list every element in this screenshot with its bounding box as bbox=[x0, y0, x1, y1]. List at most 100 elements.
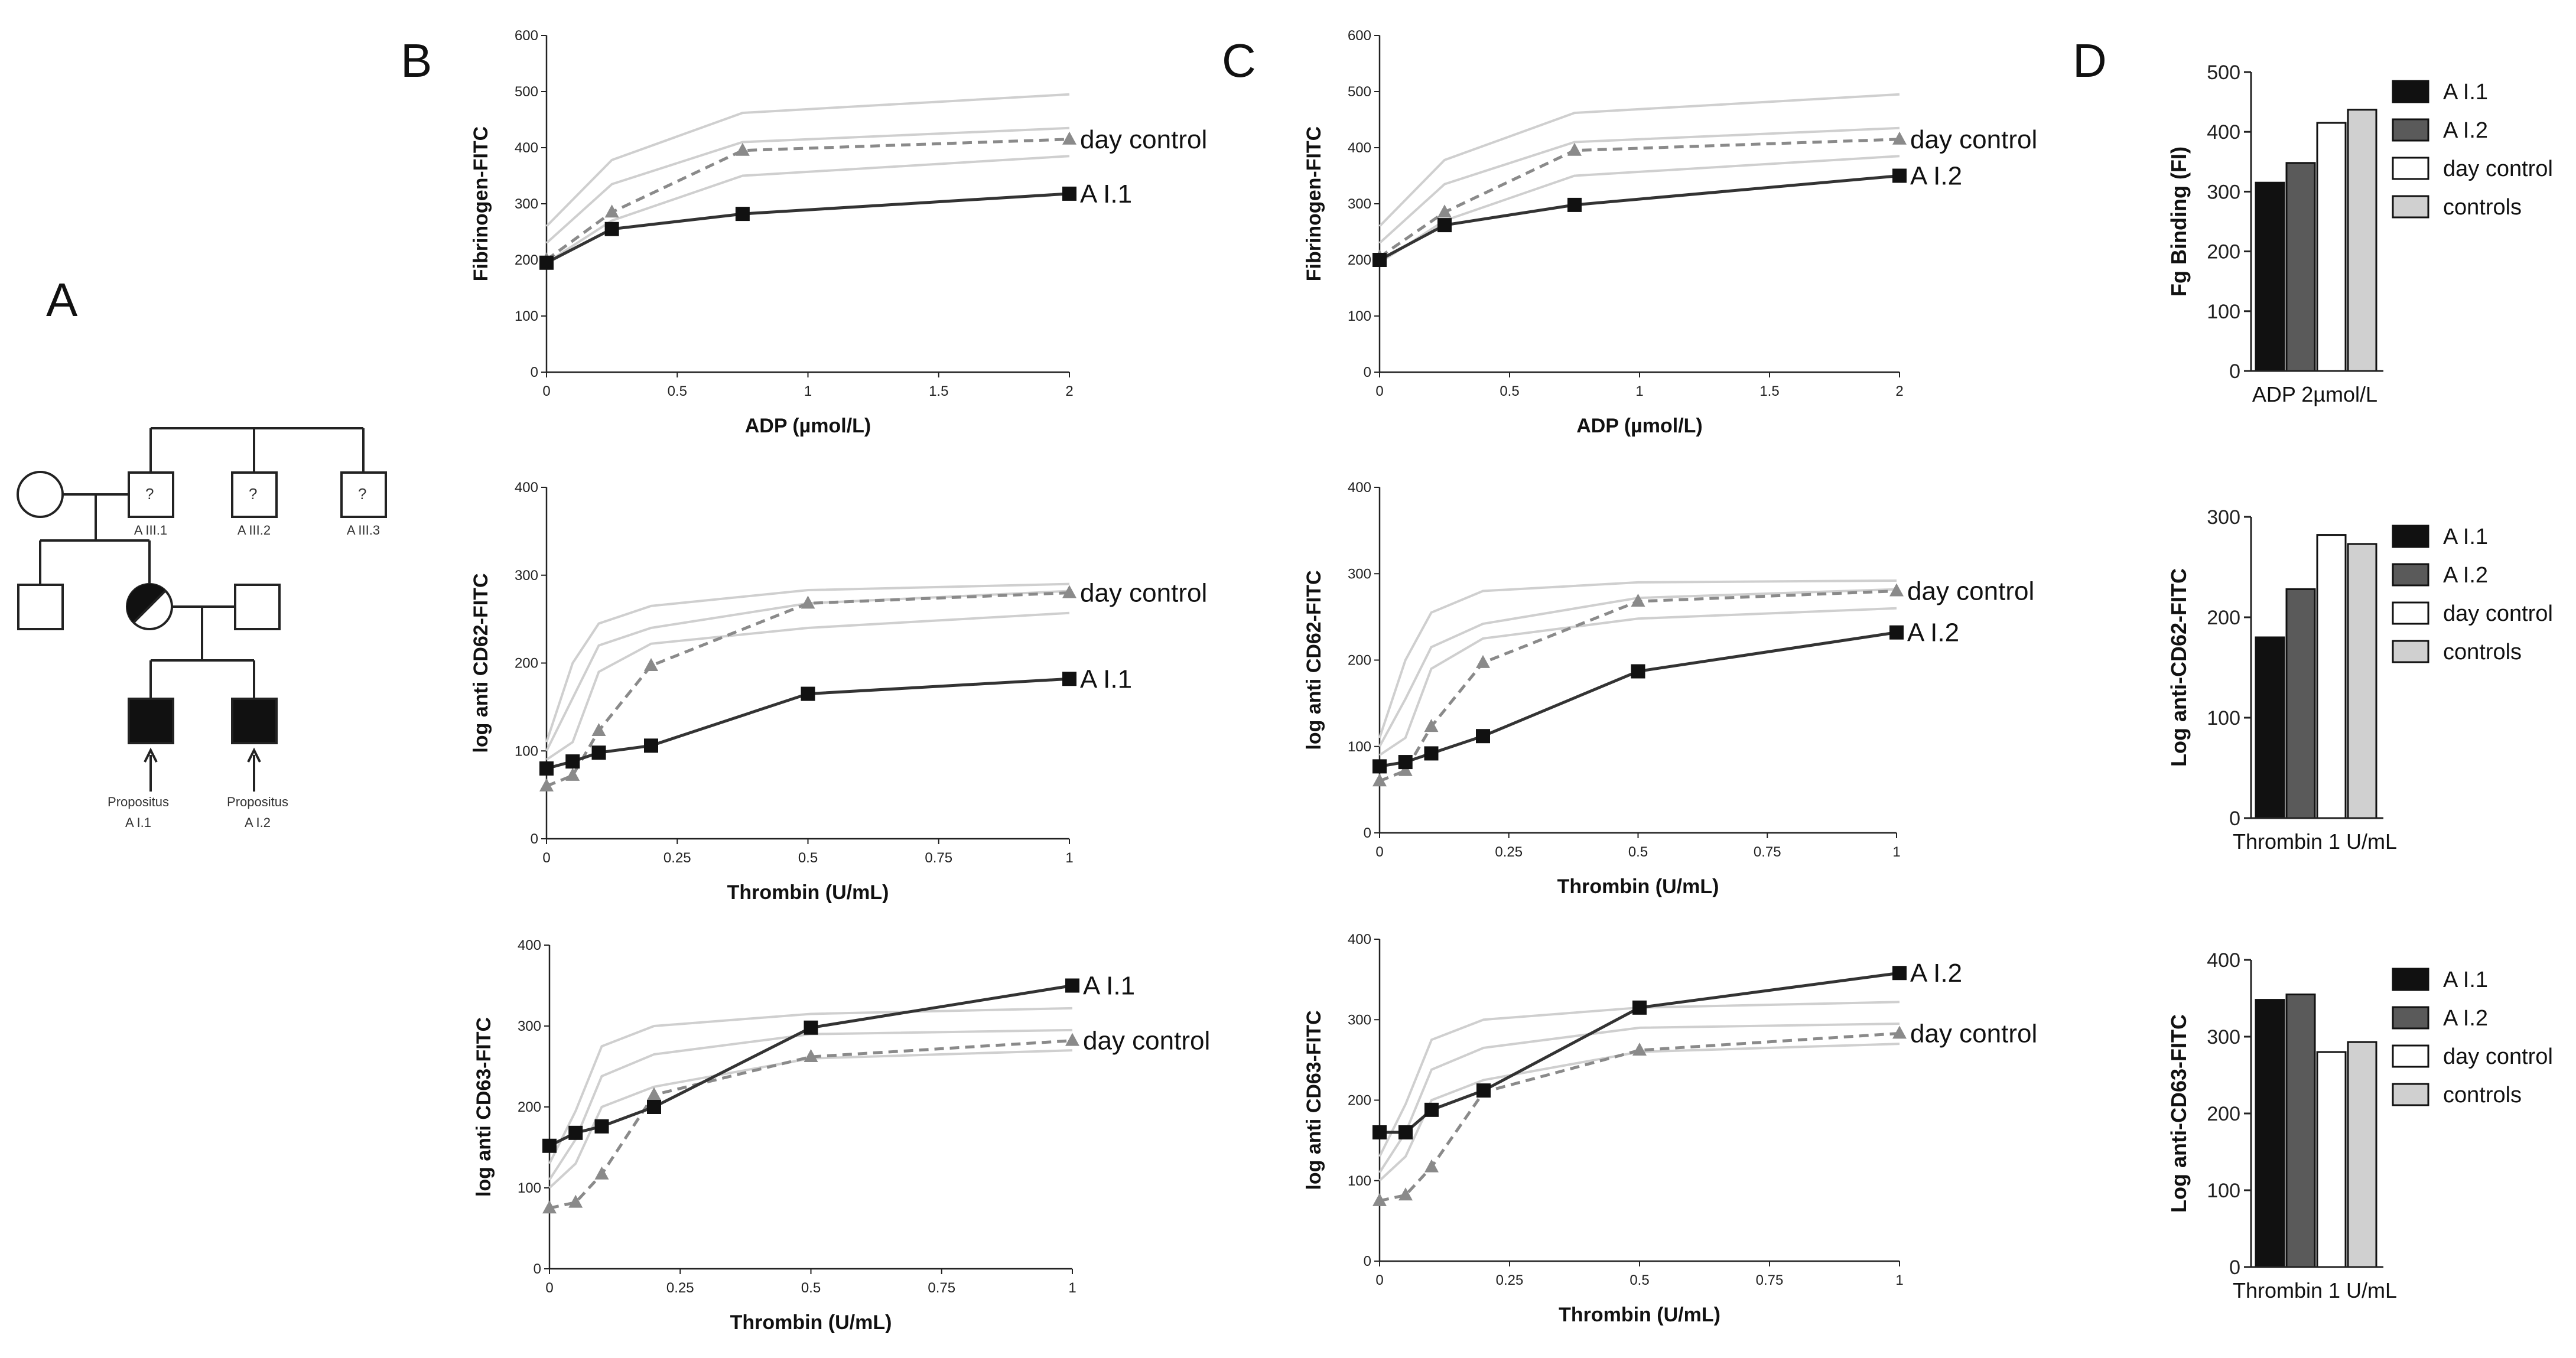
patient-series-label: A I.2 bbox=[1907, 618, 1959, 647]
day-control-point bbox=[804, 1049, 818, 1063]
chart-d2: 0 100 200 300 Thrombin 1 U/mL Log anti-CD62-F… bbox=[2167, 506, 2553, 854]
patient-series-label: A I.1 bbox=[1080, 180, 1132, 209]
bar bbox=[2285, 994, 2316, 1268]
y-tick-label: 0 bbox=[531, 364, 538, 380]
y-tick-label: 100 bbox=[2207, 301, 2240, 323]
day-control-point bbox=[568, 1194, 583, 1208]
day-control-point bbox=[1062, 585, 1076, 598]
patient-series-label: A I.2 bbox=[1910, 162, 1962, 191]
control-line bbox=[1378, 588, 1897, 747]
y-tick-label: 0 bbox=[1364, 1253, 1371, 1269]
pedigree-label-iii1: A III.1 bbox=[134, 523, 167, 538]
control-line bbox=[1378, 1043, 1900, 1182]
y-tick-label: 200 bbox=[515, 252, 538, 268]
chart-c3: 0 100 200 300 400 0 0.25 0.5 0.75 1 Thrombin (U/mL… bbox=[1303, 932, 2037, 1326]
x-tick-label: 0.25 bbox=[1495, 844, 1523, 860]
chart-b3: 0 100 200 300 400 0 0.25 0.5 0.75 1 Thrombin (U/mL… bbox=[473, 937, 1210, 1334]
day-control-line bbox=[1378, 138, 1900, 259]
control-line bbox=[545, 126, 1070, 244]
y-tick-label: 100 bbox=[1348, 308, 1371, 324]
patient-point bbox=[604, 222, 619, 236]
x-tick-label: 2 bbox=[1065, 383, 1073, 399]
legend-label: controls bbox=[2443, 1083, 2522, 1108]
legend-label: controls bbox=[2443, 640, 2522, 665]
y-tick-label: 100 bbox=[1348, 1173, 1371, 1189]
patient-point bbox=[1372, 253, 1387, 267]
x-axis-title: Thrombin (U/mL) bbox=[1559, 1304, 1720, 1326]
y-tick-label: 100 bbox=[2207, 707, 2240, 730]
male-iii1-symbol bbox=[128, 471, 174, 518]
control-line bbox=[545, 611, 1070, 761]
day-control-point bbox=[1437, 204, 1452, 218]
y-axis-title: Log anti-CD62-FITC bbox=[2167, 568, 2191, 767]
y-tick-label: 0 bbox=[2229, 807, 2240, 830]
patient-series-label: A I.1 bbox=[1080, 665, 1132, 693]
father-symbol bbox=[234, 584, 281, 630]
panel-label-d: D bbox=[2073, 34, 2107, 87]
propositus-2-arrow-head bbox=[247, 747, 261, 763]
legend-swatch bbox=[2392, 968, 2429, 991]
x-tick-label: 0.25 bbox=[1496, 1272, 1524, 1288]
day-control-point bbox=[591, 723, 606, 737]
x-tick-label: 0.5 bbox=[801, 1280, 821, 1296]
y-axis-title: Fibrinogen-FITC bbox=[1303, 126, 1325, 282]
day-control-series-label: day control bbox=[1080, 579, 1207, 608]
y-tick-label: 0 bbox=[1364, 825, 1371, 841]
y-tick-label: 100 bbox=[518, 1180, 541, 1196]
y-tick-label: 300 bbox=[515, 196, 538, 212]
carrier-mother-half-fill bbox=[126, 584, 165, 623]
day-control-series-label: day control bbox=[1080, 125, 1207, 154]
y-axis-title: log anti CD63-FITC bbox=[1303, 1010, 1325, 1190]
panel-label-c: C bbox=[1222, 34, 1256, 87]
unknown-mark-iii1: ? bbox=[145, 485, 154, 503]
patient-point bbox=[1372, 759, 1387, 774]
pedigree-label-iii2: A III.2 bbox=[238, 523, 271, 538]
bar bbox=[2255, 636, 2285, 819]
legend-swatch bbox=[2392, 640, 2429, 663]
day-control-point bbox=[801, 595, 815, 609]
x-tick-label: 0 bbox=[1375, 1272, 1383, 1288]
patient-point bbox=[801, 686, 815, 701]
day-control-series-label: day control bbox=[1910, 125, 2037, 154]
propositus-1-arrow-head bbox=[144, 747, 158, 763]
x-tick-label: 0.75 bbox=[925, 850, 952, 866]
x-tick-label: 2 bbox=[1895, 383, 1903, 399]
patient-series-label: A I.1 bbox=[1083, 972, 1135, 1001]
day-control-point bbox=[542, 1200, 557, 1214]
legend-swatch bbox=[2392, 525, 2429, 548]
y-tick-label: 300 bbox=[1348, 566, 1371, 582]
y-tick-label: 300 bbox=[518, 1018, 541, 1034]
chart-d1: 0 100 200 300 400 500 ADP 2µmol/L Fg Binding (F… bbox=[2167, 61, 2553, 406]
day-control-line bbox=[545, 138, 1070, 262]
day-control-series-label: day control bbox=[1907, 577, 2034, 606]
y-tick-label: 200 bbox=[2207, 607, 2240, 629]
control-line bbox=[545, 93, 1070, 227]
y-tick-label: 400 bbox=[2207, 949, 2240, 972]
y-tick-label: 300 bbox=[1348, 1012, 1371, 1028]
y-tick-label: 400 bbox=[1348, 932, 1371, 947]
legend-label: A I.2 bbox=[2443, 1006, 2488, 1031]
x-tick-label: 0 bbox=[1375, 844, 1383, 860]
y-tick-label: 200 bbox=[515, 656, 538, 672]
legend-swatch bbox=[2392, 118, 2429, 142]
patient-point bbox=[1424, 746, 1439, 761]
day-control-point bbox=[1398, 763, 1413, 776]
legend-swatch bbox=[2392, 157, 2429, 180]
patient-line bbox=[545, 192, 1070, 264]
x-tick-label: 1.5 bbox=[929, 383, 948, 399]
day-control-point bbox=[1424, 1159, 1439, 1173]
patient-point bbox=[1062, 186, 1076, 201]
propositus-1-title: Propositus bbox=[108, 794, 169, 809]
day-control-point bbox=[735, 142, 750, 156]
patient-point bbox=[539, 761, 554, 776]
y-tick-label: 100 bbox=[2207, 1180, 2240, 1202]
pedigree-diagram bbox=[17, 427, 387, 792]
legend-label: A I.2 bbox=[2443, 563, 2488, 588]
y-tick-label: 200 bbox=[1348, 252, 1371, 268]
day-control-point bbox=[647, 1087, 661, 1100]
x-axis-title: ADP (µmol/L) bbox=[1576, 415, 1703, 437]
y-tick-label: 200 bbox=[1348, 1093, 1371, 1109]
chart-c1: 0 100 200 300 400 500 600 0 0.5 1 1.5 2 ADP (µmol/L)… bbox=[1303, 28, 2037, 437]
y-tick-label: 200 bbox=[2207, 1103, 2240, 1125]
y-tick-label: 0 bbox=[531, 831, 538, 847]
